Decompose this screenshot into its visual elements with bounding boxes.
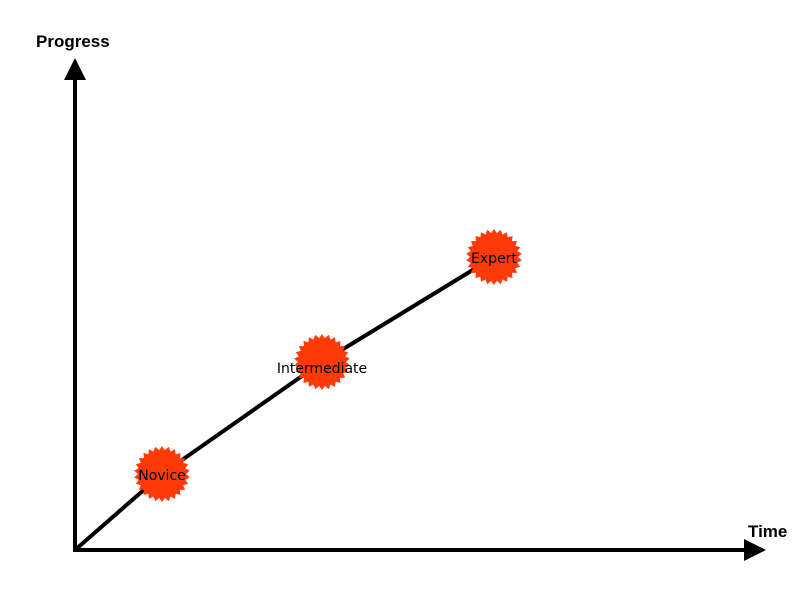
y-axis-title: Progress (36, 32, 110, 51)
milestone-label: Intermediate (277, 361, 367, 377)
milestone-expert: Expert (466, 229, 522, 285)
starburst-icon (466, 229, 522, 285)
milestone-label: Novice (138, 468, 186, 484)
starburst-icon (134, 446, 190, 502)
x-axis-title: Time (748, 522, 787, 541)
progress-line (73, 255, 496, 552)
starburst-icon (294, 334, 350, 390)
y-axis-arrowhead (64, 58, 86, 80)
milestone-label: Expert (471, 251, 517, 267)
x-axis-arrowhead (744, 539, 766, 561)
milestone-intermediate: Intermediate (277, 334, 367, 390)
milestone-novice: Novice (134, 446, 190, 502)
